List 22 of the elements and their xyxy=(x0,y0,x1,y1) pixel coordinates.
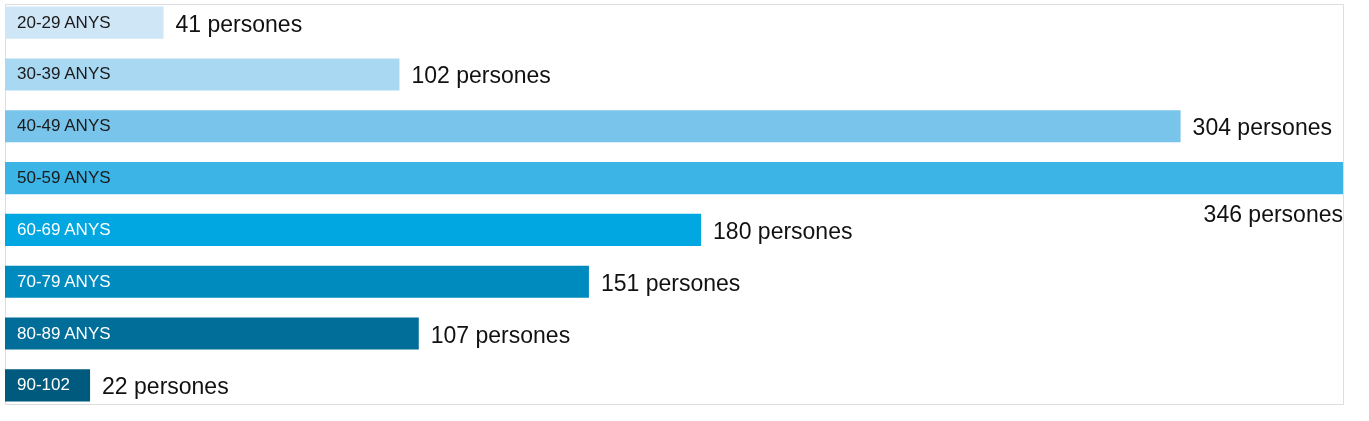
data-label: 102 persones xyxy=(411,62,551,89)
data-label: 346 persones xyxy=(1203,201,1343,228)
bar xyxy=(5,162,1343,195)
data-label: 151 persones xyxy=(600,269,741,296)
y-tick-label: 50-59 ANYS xyxy=(17,168,111,188)
data-label: 22 persones xyxy=(102,373,229,400)
data-label: 41 persones xyxy=(175,10,303,37)
y-tick-label: 20-29 ANYS xyxy=(17,12,111,32)
bar xyxy=(5,317,419,350)
data-label: 304 persones xyxy=(1192,114,1332,141)
data-label: 107 persones xyxy=(430,321,571,348)
y-tick-label: 60-69 ANYS xyxy=(17,219,111,239)
bar xyxy=(5,110,1181,143)
y-tick-label: 90-102 xyxy=(17,375,70,395)
bar xyxy=(5,213,702,246)
data-label: 180 persones xyxy=(713,217,853,244)
y-tick-label: 80-89 ANYS xyxy=(17,323,111,343)
bar xyxy=(5,265,589,298)
bar xyxy=(5,58,400,91)
y-tick-label: 40-49 ANYS xyxy=(17,116,111,136)
y-tick-label: 30-39 ANYS xyxy=(17,64,111,84)
y-tick-label: 70-79 ANYS xyxy=(17,271,111,291)
